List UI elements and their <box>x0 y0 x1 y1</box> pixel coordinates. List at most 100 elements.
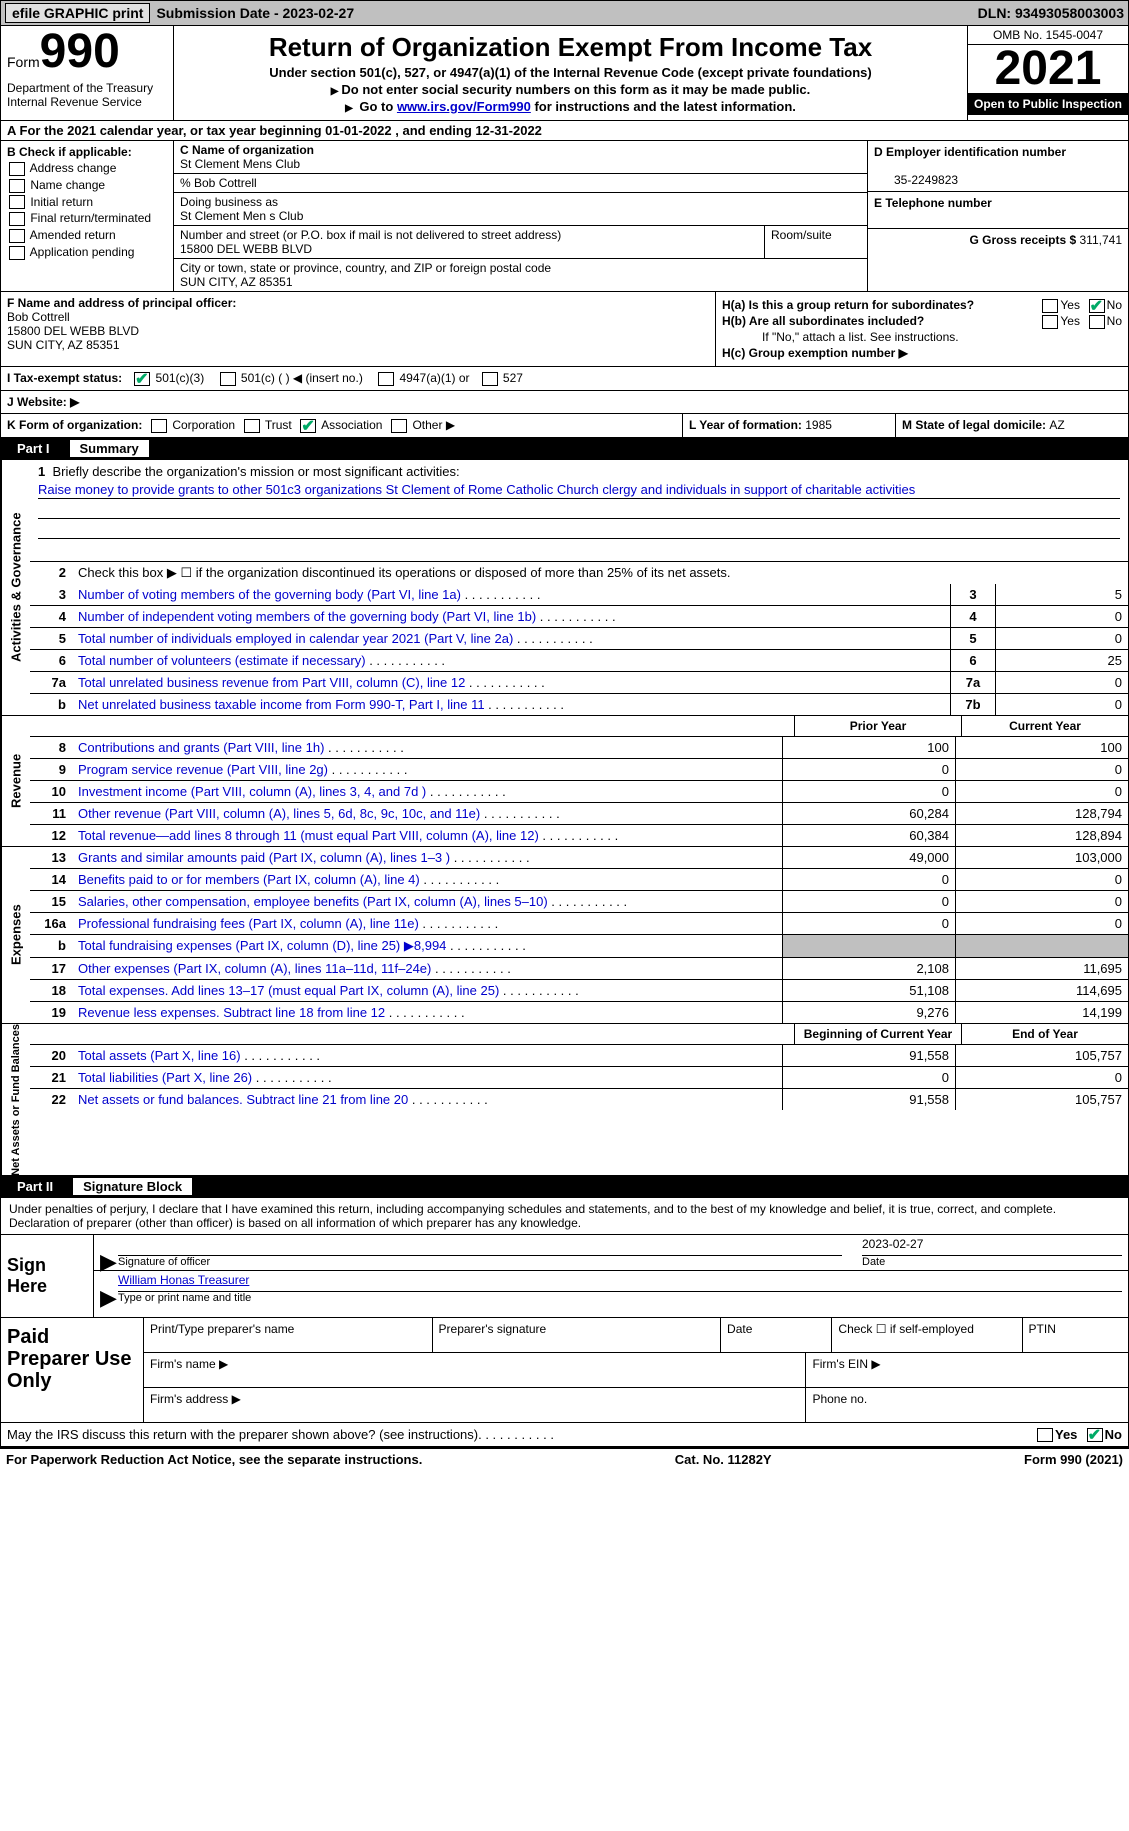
line-number: 18 <box>30 980 72 1001</box>
501c-checkbox[interactable] <box>220 372 236 386</box>
efile-print-button[interactable]: efile GRAPHIC print <box>5 3 150 23</box>
line-text: Net unrelated business taxable income fr… <box>72 694 950 715</box>
hb-yes-checkbox[interactable] <box>1042 315 1058 329</box>
initial-return-checkbox[interactable]: Initial return <box>7 195 167 210</box>
care-of-value: % Bob Cottrell <box>174 174 867 193</box>
prior-value: 100 <box>782 737 955 758</box>
year-formation-label: L Year of formation: <box>689 418 805 432</box>
line-text: Grants and similar amounts paid (Part IX… <box>72 847 782 868</box>
address-label: Number and street (or P.O. box if mail i… <box>180 228 561 242</box>
table-row: 22Net assets or fund balances. Subtract … <box>30 1089 1128 1110</box>
calendar-year-row: A For the 2021 calendar year, or tax yea… <box>0 121 1129 141</box>
trust-checkbox[interactable] <box>244 419 260 433</box>
form-header: Form990 Department of the TreasuryIntern… <box>0 26 1129 121</box>
irs-no-checkbox[interactable] <box>1087 1428 1103 1442</box>
table-row: bTotal fundraising expenses (Part IX, co… <box>30 935 1128 958</box>
line-number: 7a <box>30 672 72 693</box>
org-name-value: St Clement Mens Club <box>180 157 300 171</box>
prior-value: 0 <box>782 869 955 890</box>
printed-name-link[interactable]: William Honas Treasurer <box>118 1273 249 1287</box>
irs-discuss-label: May the IRS discuss this return with the… <box>7 1427 478 1442</box>
current-value: 114,695 <box>955 980 1128 1001</box>
line-number: 9 <box>30 759 72 780</box>
4947-checkbox[interactable] <box>378 372 394 386</box>
ssn-warning: Do not enter social security numbers on … <box>182 82 959 97</box>
line-number: 8 <box>30 737 72 758</box>
line-box: 6 <box>950 650 995 671</box>
line-text: Number of voting members of the governin… <box>72 584 950 605</box>
tax-year: 2021 <box>968 45 1128 93</box>
association-checkbox[interactable] <box>300 419 316 433</box>
line-number: 3 <box>30 584 72 605</box>
prior-value: 91,558 <box>782 1089 955 1110</box>
printed-name-arrow-icon: ▶ <box>100 1291 114 1304</box>
form-label: Form <box>7 54 40 70</box>
line-text: Total number of volunteers (estimate if … <box>72 650 950 671</box>
perjury-statement: Under penalties of perjury, I declare th… <box>0 1198 1129 1235</box>
current-value: 11,695 <box>955 958 1128 979</box>
527-checkbox[interactable] <box>482 372 498 386</box>
mission-block: 1 Briefly describe the organization's mi… <box>30 460 1128 562</box>
table-row: 18Total expenses. Add lines 13–17 (must … <box>30 980 1128 1002</box>
net-assets-section: Net Assets or Fund Balances Beginning of… <box>0 1024 1129 1177</box>
prior-value: 0 <box>782 781 955 802</box>
paid-preparer-label: Paid Preparer Use Only <box>1 1318 144 1422</box>
line-text: Investment income (Part VIII, column (A)… <box>72 781 782 802</box>
application-pending-checkbox[interactable]: Application pending <box>7 245 167 260</box>
address-value: 15800 DEL WEBB BLVD <box>180 242 312 256</box>
summary-line: 4Number of independent voting members of… <box>30 606 1128 628</box>
officer-addr2: SUN CITY, AZ 85351 <box>7 338 120 352</box>
public-inspection-label: Open to Public Inspection <box>968 93 1128 115</box>
line-text: Professional fundraising fees (Part IX, … <box>72 913 782 934</box>
paperwork-notice: For Paperwork Reduction Act Notice, see … <box>6 1452 422 1467</box>
table-row: 21Total liabilities (Part X, line 26)00 <box>30 1067 1128 1089</box>
form-title: Return of Organization Exempt From Incom… <box>182 32 959 63</box>
corporation-checkbox[interactable] <box>151 419 167 433</box>
end-year-header: End of Year <box>961 1024 1128 1044</box>
current-value: 0 <box>955 1067 1128 1088</box>
irs-yes-checkbox[interactable] <box>1037 1428 1053 1442</box>
sign-here-block: Sign Here ▶ Signature of officer 2023-02… <box>0 1235 1129 1318</box>
prior-value: 0 <box>782 891 955 912</box>
table-row: 10Investment income (Part VIII, column (… <box>30 781 1128 803</box>
table-row: 15Salaries, other compensation, employee… <box>30 891 1128 913</box>
line-text: Benefits paid to or for members (Part IX… <box>72 869 782 890</box>
line-box: 5 <box>950 628 995 649</box>
firm-name-label: Firm's name ▶ <box>144 1353 806 1387</box>
ha-yes-checkbox[interactable] <box>1042 299 1058 313</box>
current-value: 100 <box>955 737 1128 758</box>
line-number: 10 <box>30 781 72 802</box>
officer-addr1: 15800 DEL WEBB BLVD <box>7 324 139 338</box>
table-row: 11Other revenue (Part VIII, column (A), … <box>30 803 1128 825</box>
goto-suffix: for instructions and the latest informat… <box>531 99 796 114</box>
hb-no-checkbox[interactable] <box>1089 315 1105 329</box>
line-value: 0 <box>995 628 1128 649</box>
principal-officer: F Name and address of principal officer:… <box>1 292 716 366</box>
other-checkbox[interactable] <box>391 419 407 433</box>
dba-value: St Clement Men s Club <box>180 209 303 223</box>
h-b-label: H(b) Are all subordinates included? <box>722 314 924 328</box>
tax-status-row: I Tax-exempt status: 501(c)(3) 501(c) ( … <box>0 367 1129 391</box>
line-text: Contributions and grants (Part VIII, lin… <box>72 737 782 758</box>
line-text: Total liabilities (Part X, line 26) <box>72 1067 782 1088</box>
prior-value: 51,108 <box>782 980 955 1001</box>
form990-link[interactable]: www.irs.gov/Form990 <box>397 99 531 114</box>
activities-governance-section: Activities & Governance 1 Briefly descri… <box>0 460 1129 716</box>
prior-value: 60,284 <box>782 803 955 824</box>
line-value: 0 <box>995 606 1128 627</box>
self-employed-check[interactable]: Check ☐ if self-employed <box>832 1318 1022 1352</box>
ha-no-checkbox[interactable] <box>1089 299 1105 313</box>
line-number: 21 <box>30 1067 72 1088</box>
submission-label: Submission Date - 2023-02-27 <box>156 5 354 21</box>
group-return-block: H(a) Is this a group return for subordin… <box>716 292 1128 366</box>
501c3-checkbox[interactable] <box>134 372 150 386</box>
officer-label: F Name and address of principal officer: <box>7 296 236 310</box>
prior-value: 60,384 <box>782 825 955 846</box>
final-return-checkbox[interactable]: Final return/terminated <box>7 211 167 226</box>
line-number: 15 <box>30 891 72 912</box>
amended-return-checkbox[interactable]: Amended return <box>7 228 167 243</box>
current-value: 0 <box>955 759 1128 780</box>
address-change-checkbox[interactable]: Address change <box>7 161 167 176</box>
checkbox-column: B Check if applicable: Address change Na… <box>1 141 174 291</box>
name-change-checkbox[interactable]: Name change <box>7 178 167 193</box>
